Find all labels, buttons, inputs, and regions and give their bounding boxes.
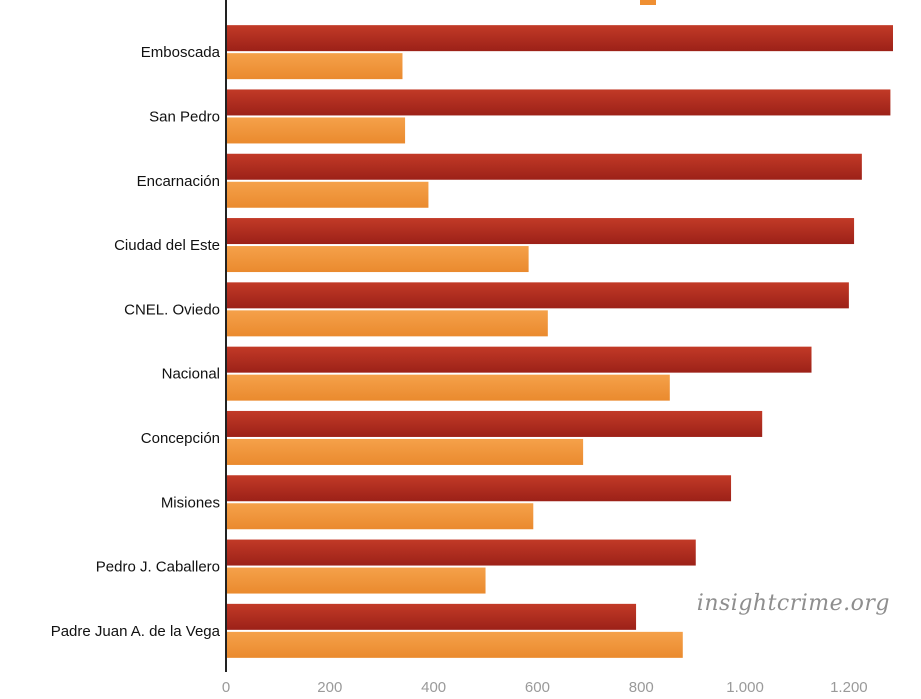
- bar-light-9: [226, 631, 683, 658]
- bar-light-4: [226, 310, 548, 337]
- x-axis-ticks: 0 200 400 600 800 1.000 1.200: [222, 679, 868, 696]
- watermark-text: insightcrime.org: [697, 591, 890, 616]
- category-label: Concepción: [141, 430, 220, 447]
- bar-dark-9: [226, 603, 637, 630]
- bar-dark-0: [226, 25, 893, 52]
- category-label: Ciudad del Este: [114, 237, 220, 254]
- bar-dark-8: [226, 539, 696, 566]
- bar-dark-1: [226, 89, 891, 116]
- x-tick-label: 1.200: [830, 679, 868, 696]
- x-tick-label: 400: [421, 679, 446, 696]
- bar-dark-2: [226, 153, 862, 180]
- bar-dark-7: [226, 475, 732, 502]
- bar-dark-4: [226, 282, 849, 309]
- category-label: Emboscada: [141, 44, 221, 61]
- bar-dark-5: [226, 346, 812, 373]
- bar-light-8: [226, 567, 486, 594]
- category-label: Padre Juan A. de la Vega: [51, 623, 221, 640]
- bars-group: [226, 25, 893, 658]
- bar-light-2: [226, 181, 429, 208]
- category-label: Encarnación: [137, 173, 220, 190]
- bar-light-5: [226, 374, 670, 401]
- category-labels: Emboscada San Pedro Encarnación Ciudad del …: [51, 44, 221, 640]
- x-tick-label: 200: [317, 679, 342, 696]
- bar-light-1: [226, 117, 406, 144]
- bar-light-7: [226, 503, 534, 530]
- bar-light-0: [226, 53, 403, 80]
- bar-light-3: [226, 246, 529, 273]
- x-tick-label: 0: [222, 679, 230, 696]
- category-label: Misiones: [161, 494, 220, 511]
- x-tick-label: 800: [629, 679, 654, 696]
- category-label: Nacional: [162, 366, 220, 383]
- legend-swatch: [640, 0, 656, 5]
- x-tick-label: 600: [525, 679, 550, 696]
- bar-dark-3: [226, 218, 855, 245]
- category-label: Pedro J. Caballero: [96, 559, 220, 576]
- x-tick-label: 1.000: [726, 679, 764, 696]
- category-label: San Pedro: [149, 108, 220, 125]
- bar-dark-6: [226, 410, 763, 437]
- category-label: CNEL. Oviedo: [124, 301, 220, 318]
- bar-light-6: [226, 438, 584, 465]
